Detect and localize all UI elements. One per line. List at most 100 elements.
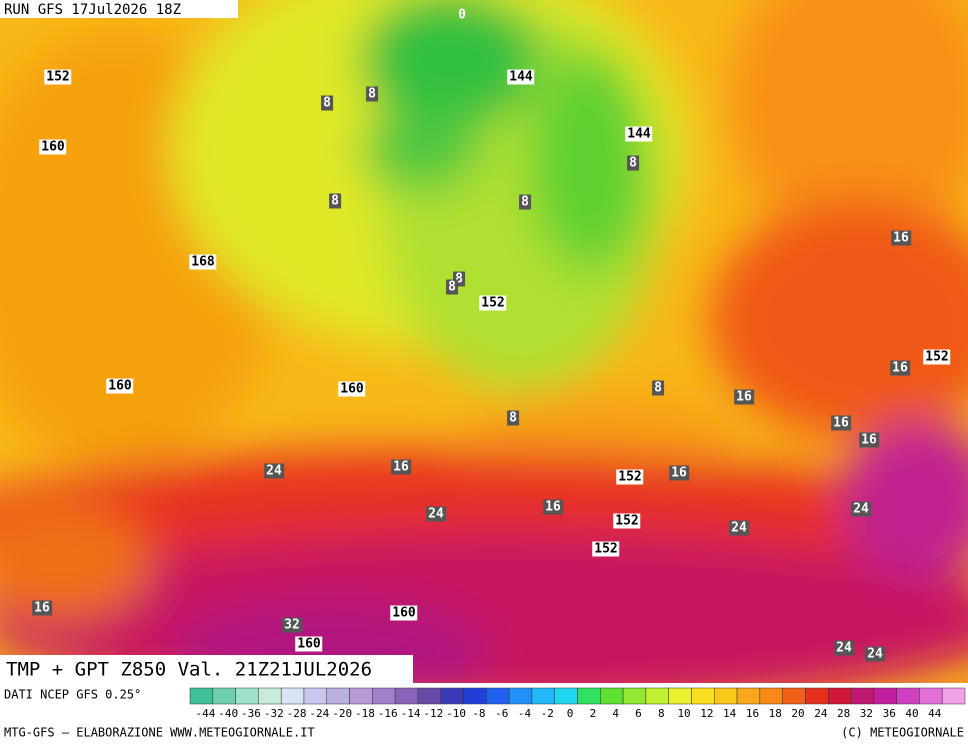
- legend-swatch: [759, 687, 783, 705]
- legend-swatch: [349, 687, 373, 705]
- credit-label: MTG-GFS — ELABORAZIONE WWW.METEOGIORNALE…: [4, 726, 315, 740]
- map-title: TMP + GPT Z850 Val. 21Z21JUL2026: [6, 659, 372, 681]
- legend-label: -20: [332, 707, 352, 720]
- legend-swatch: [372, 687, 396, 705]
- legend-label: -2: [541, 707, 554, 720]
- geopotential-label: 152: [616, 469, 644, 485]
- legend-swatch: [668, 687, 692, 705]
- temperature-label: 16: [734, 389, 754, 405]
- temperature-label: 32: [282, 617, 302, 633]
- temperature-label: 16: [831, 415, 851, 431]
- legend-label: -10: [446, 707, 466, 720]
- temperature-label: 16: [859, 432, 879, 448]
- legend-swatch: [303, 687, 328, 705]
- legend-swatch: [622, 687, 647, 705]
- temperature-label: 8: [519, 194, 531, 210]
- legend-swatch: [280, 687, 305, 705]
- temperature-label: 24: [851, 501, 871, 517]
- temperature-label: 16: [890, 360, 910, 376]
- temperature-label: 8: [446, 279, 458, 295]
- legend-label: 12: [700, 707, 713, 720]
- legend-swatch: [873, 687, 897, 705]
- temperature-label: 8: [329, 193, 341, 209]
- legend-swatch: [235, 687, 259, 705]
- temperature-label: 8: [627, 155, 639, 171]
- legend-label: 4: [612, 707, 619, 720]
- temperature-label: 24: [865, 646, 885, 662]
- source-label: DATI NCEP GFS 0.25°: [4, 688, 141, 702]
- legend-label: 16: [746, 707, 759, 720]
- legend-swatch: [326, 687, 350, 705]
- temperature-label: 24: [729, 520, 749, 536]
- legend-swatch: [417, 687, 441, 705]
- legend-label: -14: [401, 707, 421, 720]
- legend-swatch: [486, 687, 510, 705]
- legend-label: -40: [218, 707, 238, 720]
- legend-label: 18: [769, 707, 782, 720]
- temperature-label: 16: [891, 230, 911, 246]
- legend-swatch: [577, 687, 601, 705]
- temperature-label: 8: [453, 271, 465, 287]
- legend-label: -12: [423, 707, 443, 720]
- legend-label: -4: [518, 707, 532, 720]
- legend-label: 40: [905, 707, 918, 720]
- legend-label: 14: [723, 707, 737, 720]
- legend-swatch: [782, 687, 806, 705]
- temperature-label: 0: [458, 7, 466, 23]
- geopotential-label: 144: [507, 69, 535, 85]
- legend-label: -32: [264, 707, 284, 720]
- legend-swatch: [212, 687, 236, 705]
- legend-swatch: [258, 687, 282, 705]
- legend: DATI NCEP GFS 0.25° MTG-GFS — ELABORAZIO…: [4, 687, 966, 740]
- geopotential-label: 160: [338, 381, 366, 397]
- geopotential-label: 152: [44, 69, 72, 85]
- legend-label: -24: [309, 707, 329, 720]
- legend-swatch: [691, 687, 715, 705]
- legend-swatch: [531, 687, 555, 705]
- title-box: [0, 655, 413, 683]
- legend-swatch: [805, 687, 829, 705]
- temperature-label: 16: [543, 499, 563, 515]
- legend-label: 24: [814, 707, 828, 720]
- legend-swatch: [554, 687, 578, 705]
- legend-label: 28: [837, 707, 850, 720]
- geopotential-label: 152: [613, 513, 641, 529]
- legend-swatch: [736, 687, 761, 705]
- temperature-label: 16: [669, 465, 689, 481]
- temperature-label: 16: [391, 459, 411, 475]
- run-label: RUN GFS 17Jul2026 18Z: [4, 2, 181, 18]
- temperature-label: 16: [32, 600, 52, 616]
- geopotential-label: 160: [106, 378, 134, 394]
- temperature-label: 8: [652, 380, 664, 396]
- legend-label: -16: [378, 707, 398, 720]
- legend-label: 6: [635, 707, 642, 720]
- temperature-label: 8: [366, 86, 378, 102]
- header-box: [0, 0, 238, 18]
- legend-label: -6: [495, 707, 508, 720]
- geopotential-label: 152: [923, 349, 951, 365]
- geopotential-label: 152: [592, 541, 620, 557]
- geopotential-label: 160: [295, 636, 323, 652]
- legend-swatch: [714, 687, 738, 705]
- geopotential-label: 160: [39, 139, 67, 155]
- legend-swatch: [440, 687, 464, 705]
- geopotential-label: 144: [625, 126, 653, 142]
- legend-swatch: [189, 687, 214, 705]
- legend-swatch: [600, 687, 624, 705]
- legend-swatch: [941, 687, 966, 705]
- legend-swatch: [919, 687, 943, 705]
- legend-label: 2: [590, 707, 597, 720]
- legend-swatch: [896, 687, 920, 705]
- geopotential-label: 152: [479, 295, 507, 311]
- temperature-label: 24: [264, 463, 284, 479]
- legend-label: -8: [472, 707, 485, 720]
- legend-label: 8: [658, 707, 665, 720]
- copyright-label: (C) METEOGIORNALE: [841, 726, 964, 740]
- legend-swatch: [850, 687, 875, 705]
- legend-label: 0: [567, 707, 574, 720]
- legend-label: -44: [195, 707, 215, 720]
- temperature-field: [0, 0, 968, 683]
- legend-swatch: [508, 687, 533, 705]
- legend-swatch: [394, 687, 419, 705]
